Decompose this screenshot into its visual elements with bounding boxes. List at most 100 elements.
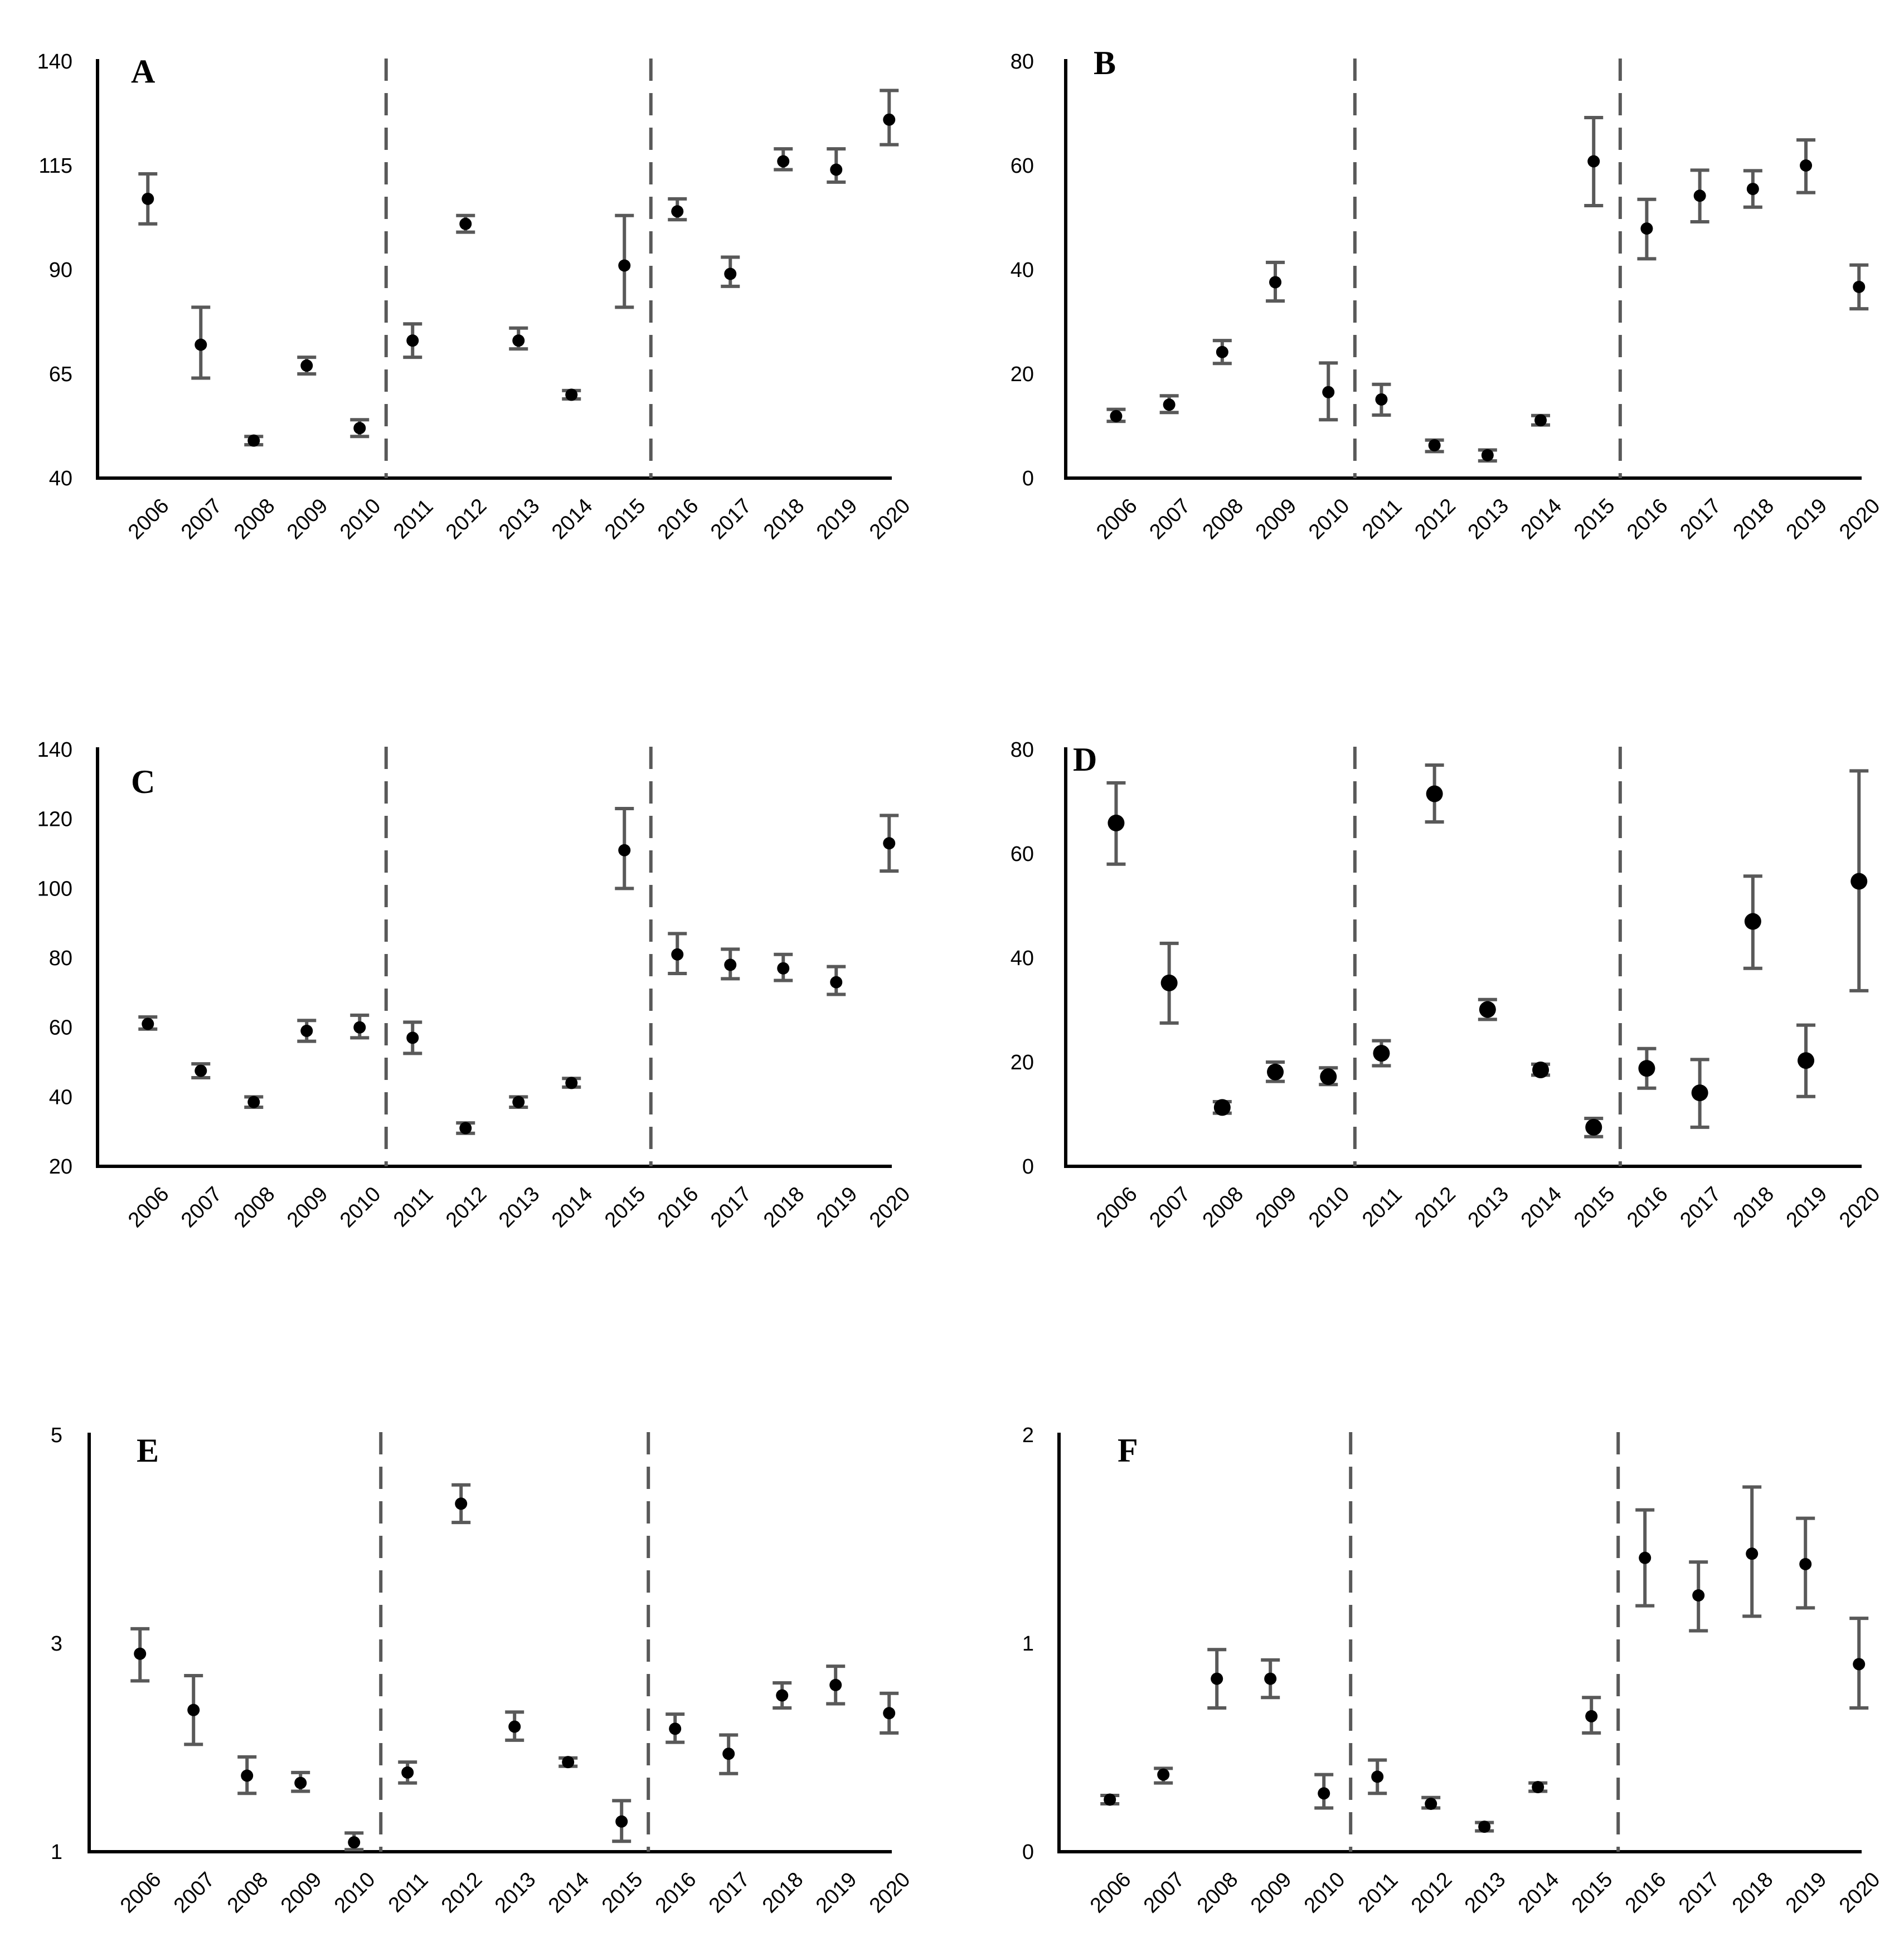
- y-tick-label: 100: [37, 877, 72, 901]
- y-tick-label: 0: [1022, 1155, 1034, 1179]
- data-point: [406, 334, 419, 347]
- data-point: [1163, 398, 1176, 411]
- data-point: [455, 1497, 468, 1510]
- x-tick-label: 2018: [1729, 1182, 1779, 1232]
- x-tick-label: 2018: [759, 494, 809, 544]
- panel-letter: F: [1118, 1432, 1138, 1469]
- x-tick-label: 2019: [1782, 1182, 1832, 1232]
- x-tick-label: 2013: [1460, 1868, 1510, 1917]
- x-tick-label: 2016: [653, 494, 703, 544]
- panel-a: 40 65 90 115 140 2006 2007 2008 2009 2010 2011 2012…: [37, 50, 915, 544]
- data-point: [1639, 1551, 1652, 1564]
- data-point: [883, 1707, 896, 1720]
- y-tick-label: 120: [37, 808, 72, 831]
- data-point: [1428, 439, 1441, 452]
- x-tick-label: 2008: [1198, 1182, 1248, 1232]
- x-tick-label: 2020: [865, 494, 915, 544]
- data-point: [1373, 1045, 1390, 1062]
- data-point: [353, 422, 366, 435]
- data-point: [777, 155, 790, 168]
- x-tick-label: 2018: [758, 1868, 808, 1917]
- y-tick-label: 80: [1011, 50, 1034, 74]
- x-tick-label: 2014: [547, 494, 597, 544]
- data-point: [1160, 974, 1178, 991]
- y-tick-label: 2: [1022, 1424, 1034, 1447]
- data-point: [1108, 814, 1125, 831]
- data-point: [722, 1748, 735, 1760]
- x-tick-label: 2011: [384, 1868, 433, 1917]
- x-tick-label: 2018: [759, 1182, 809, 1232]
- data-point: [142, 1018, 154, 1030]
- data-point: [671, 205, 684, 218]
- x-tick-label: 2009: [1251, 1182, 1301, 1232]
- x-tick-label: 2014: [1514, 1868, 1563, 1917]
- x-tick-label: 2006: [1092, 1182, 1142, 1232]
- y-tick-label: 0: [1022, 1841, 1034, 1864]
- x-tick-label: 2006: [1092, 494, 1142, 544]
- data-point: [1269, 276, 1282, 289]
- data-point: [562, 1756, 575, 1769]
- data-point: [348, 1836, 361, 1849]
- x-tick-label: 2012: [1410, 1182, 1460, 1232]
- data-point: [142, 192, 154, 205]
- data-point: [1318, 1787, 1330, 1800]
- data-point: [1157, 1768, 1170, 1781]
- data-point: [1798, 1052, 1815, 1069]
- data-point: [1479, 1001, 1496, 1018]
- x-tick-label: 2012: [441, 1182, 491, 1232]
- x-tick-label: 2020: [1835, 1868, 1884, 1917]
- y-tick-label: 3: [51, 1632, 62, 1656]
- data-point: [401, 1766, 414, 1779]
- data-point: [1744, 913, 1761, 930]
- x-tick-label: 2006: [116, 1868, 166, 1917]
- panel-letter: B: [1094, 45, 1116, 81]
- y-tick-label: 20: [1011, 1051, 1034, 1074]
- data-point: [1267, 1063, 1284, 1080]
- y-tick-label: 5: [51, 1424, 62, 1447]
- x-tick-label: 2013: [1464, 494, 1513, 544]
- x-tick-label: 2013: [494, 1182, 544, 1232]
- data-point: [187, 1703, 200, 1716]
- x-tick-label: 2017: [706, 1182, 756, 1232]
- y-tick-label: 40: [1011, 947, 1034, 970]
- x-tick-label: 2015: [600, 1182, 650, 1232]
- y-tick-label: 60: [49, 1016, 72, 1040]
- x-tick-label: 2011: [1354, 1868, 1402, 1917]
- data-point: [1211, 1672, 1223, 1685]
- data-point: [1853, 280, 1866, 293]
- x-tick-label: 2020: [865, 1182, 915, 1232]
- x-tick-label: 2009: [283, 1182, 332, 1232]
- x-tick-label: 2006: [1086, 1868, 1135, 1917]
- data-point: [1264, 1672, 1277, 1685]
- x-tick-label: 2007: [1145, 1182, 1194, 1232]
- data-point: [512, 1096, 525, 1108]
- x-tick-label: 2009: [276, 1868, 326, 1917]
- y-tick-label: 140: [37, 738, 72, 762]
- data-point: [1375, 393, 1388, 406]
- x-tick-label: 2009: [1246, 1868, 1296, 1917]
- x-tick-label: 2016: [1623, 494, 1672, 544]
- data-point: [1534, 414, 1547, 427]
- y-tick-label: 65: [49, 363, 72, 386]
- data-point: [459, 217, 472, 230]
- x-tick-label: 2017: [705, 1868, 754, 1917]
- x-tick-label: 2007: [1145, 494, 1194, 544]
- x-tick-label: 2012: [1407, 1868, 1456, 1917]
- data-point: [1640, 222, 1653, 235]
- x-tick-label: 2008: [230, 1182, 279, 1232]
- y-tick-label: 115: [38, 154, 72, 178]
- y-tick-label: 1: [51, 1841, 62, 1864]
- y-tick-label: 40: [1011, 259, 1034, 282]
- data-point: [669, 1722, 682, 1735]
- data-point: [294, 1776, 307, 1789]
- y-tick-label: 20: [1011, 363, 1034, 386]
- data-point: [1746, 183, 1759, 196]
- x-tick-label: 2010: [336, 1182, 385, 1232]
- panel-letter: D: [1073, 741, 1097, 778]
- x-tick-label: 2016: [1623, 1182, 1672, 1232]
- y-tick-label: 60: [1011, 843, 1034, 866]
